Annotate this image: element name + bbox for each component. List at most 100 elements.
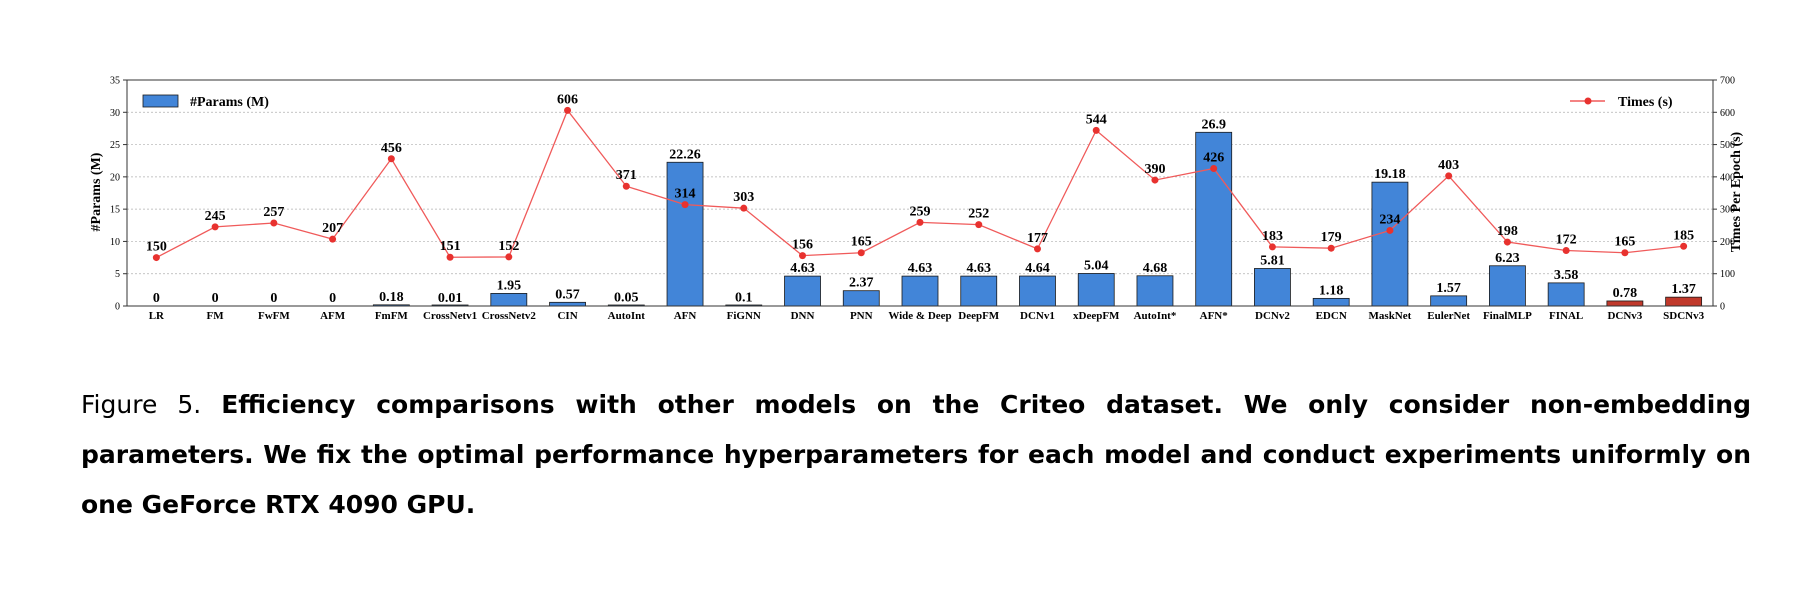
x-tick-label: FiGNN (727, 310, 761, 322)
time-label: 183 (1262, 229, 1283, 244)
y2-tick-label: 400 (1720, 172, 1735, 183)
y2-tick-label: 200 (1720, 237, 1735, 248)
time-point (446, 253, 454, 261)
caption-prefix: Figure 5. (81, 390, 202, 419)
y2-tick-label: 500 (1720, 140, 1735, 151)
x-tick-label: DCNv3 (1607, 310, 1642, 322)
bar-sdcnv3 (1665, 296, 1703, 307)
x-tick-label: FmFM (375, 310, 409, 322)
param-label: 0.18 (379, 290, 404, 305)
time-label: 172 (1556, 232, 1577, 247)
x-tick-label: FINAL (1549, 310, 1583, 322)
legends: #Params (M) Times (s) (142, 94, 1673, 110)
x-tick-label: SDCNv3 (1663, 310, 1704, 322)
time-point (975, 221, 983, 229)
time-label: 371 (616, 168, 637, 183)
time-label: 165 (851, 235, 872, 250)
bar-final (1547, 282, 1585, 307)
bar-cin (549, 301, 586, 307)
time-label: 177 (1027, 231, 1048, 246)
x-tick-label: EulerNet (1427, 310, 1470, 322)
x-tick-label: xDeepFM (1073, 310, 1120, 322)
y2-axis-title: Times Per Epoch (s) (1729, 131, 1744, 252)
time-point (916, 218, 924, 226)
time-label: 245 (205, 209, 226, 224)
bar-wide-deep (901, 275, 939, 307)
time-label: 151 (440, 239, 461, 254)
time-point (1327, 244, 1335, 252)
time-point (740, 204, 748, 212)
time-point (1151, 176, 1159, 184)
time-point (1621, 249, 1629, 257)
y2-tick-label: 300 (1720, 205, 1735, 216)
time-point (152, 254, 160, 262)
y-tick-label: 35 (110, 76, 120, 87)
x-tick-label: LR (149, 310, 165, 322)
x-tick-label: DCNv1 (1020, 310, 1055, 322)
param-label: 4.63 (966, 261, 991, 276)
y-tick-label: 15 (110, 205, 120, 216)
x-tick-label: CrossNetv2 (482, 310, 537, 322)
time-label: 152 (498, 239, 519, 254)
time-point (681, 201, 689, 209)
time-point (329, 235, 337, 243)
plot-frame (126, 79, 1714, 307)
param-label: 4.63 (790, 261, 815, 276)
x-tick-label: PNN (850, 310, 873, 322)
time-label: 207 (322, 221, 343, 236)
time-point (857, 249, 865, 257)
time-point (505, 253, 513, 261)
figure-caption: Figure 5. Efficiency comparisons with ot… (81, 380, 1751, 530)
bar-crossnetv2 (490, 293, 528, 307)
param-label: 1.18 (1319, 283, 1344, 298)
param-label: 0.1 (735, 290, 753, 305)
times-polyline (156, 109, 1684, 259)
time-label: 150 (146, 240, 167, 255)
bar-autoint- (1136, 275, 1174, 307)
param-label: 4.63 (908, 261, 933, 276)
time-point (1386, 226, 1394, 234)
time-point (211, 223, 219, 231)
time-point (270, 219, 278, 227)
x-tick-label: FwFM (258, 310, 290, 322)
bar-deepfm (960, 275, 998, 307)
y-tick-label: 25 (110, 140, 120, 151)
time-label: 156 (792, 238, 813, 253)
time-label: 390 (1144, 162, 1165, 177)
y2-tick-label: 0 (1720, 302, 1725, 313)
y2-tick-label: 600 (1720, 108, 1735, 119)
x-tick-label: FM (207, 310, 225, 322)
time-point (1092, 126, 1100, 134)
y-tick-label: 10 (110, 237, 120, 248)
bar-finalmlp (1489, 265, 1526, 307)
time-label: 314 (675, 187, 696, 202)
time-label: 165 (1614, 235, 1635, 250)
param-label: 1.57 (1436, 281, 1461, 296)
bar-eulernet (1430, 295, 1468, 307)
bar-dnn (784, 275, 821, 307)
param-label: 2.37 (849, 276, 874, 291)
bar-dcnv3 (1606, 300, 1644, 307)
time-label: 198 (1497, 224, 1518, 239)
bar-dcnv1 (1019, 275, 1056, 307)
param-label: 0 (212, 291, 219, 306)
legend-line-label: Times (s) (1618, 95, 1673, 110)
x-tick-label: CrossNetv1 (423, 310, 477, 322)
param-label: 0 (329, 291, 336, 306)
bar-pnn (842, 290, 880, 307)
time-point (1445, 172, 1453, 180)
time-point (1503, 238, 1511, 246)
param-label: 0.05 (614, 291, 639, 306)
param-label: 0.01 (438, 291, 463, 306)
x-tick-label: AFM (320, 310, 346, 322)
times-line (152, 106, 1688, 262)
param-label: 26.9 (1201, 117, 1226, 132)
param-label: 4.68 (1143, 261, 1168, 276)
grid-lines (127, 111, 1713, 275)
x-tick-label: CIN (557, 310, 577, 322)
y-tick-label: 20 (110, 172, 120, 183)
param-label: 5.04 (1084, 258, 1109, 273)
time-point (1680, 242, 1688, 250)
time-point (622, 182, 630, 190)
